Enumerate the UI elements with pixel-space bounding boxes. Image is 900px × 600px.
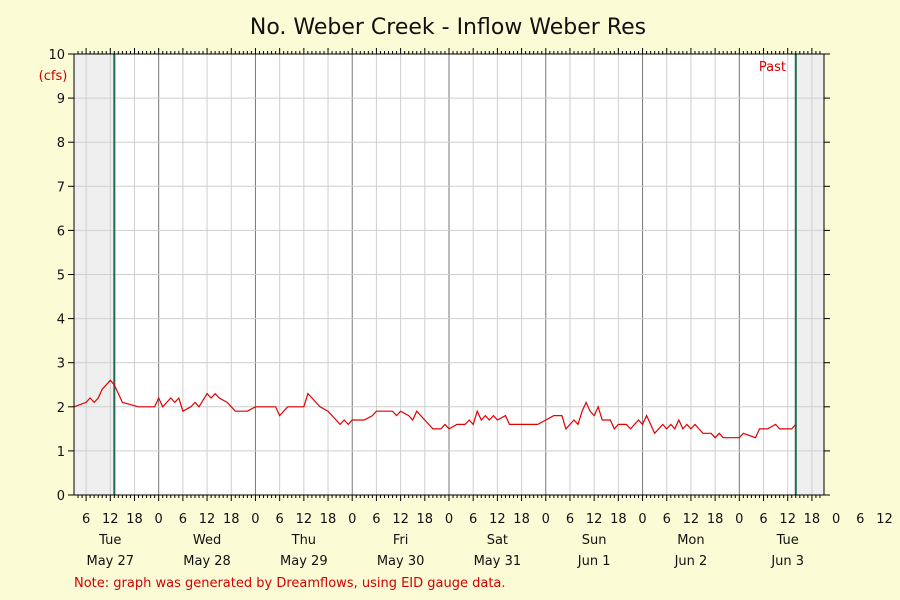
day-label-date: May 28: [183, 554, 231, 569]
x-tick-label: 12: [876, 512, 893, 527]
x-tick-label: 0: [155, 512, 163, 527]
y-tick-label: 1: [57, 445, 65, 460]
day-label-weekday: Tue: [776, 533, 799, 548]
x-tick-label: 6: [276, 512, 284, 527]
flow-series-line: [73, 379, 797, 439]
y-tick-label: 4: [57, 313, 65, 328]
x-tick-label: 18: [417, 512, 434, 527]
x-tick-label: 12: [779, 512, 796, 527]
x-tick-label: 0: [445, 512, 453, 527]
x-tick-label: 12: [199, 512, 216, 527]
x-tick-label: 18: [610, 512, 627, 527]
y-tick-label: 6: [57, 224, 65, 239]
x-tick-label: 6: [663, 512, 671, 527]
x-tick-label: 18: [320, 512, 337, 527]
x-tick-label: 6: [566, 512, 574, 527]
x-tick-label: 12: [586, 512, 603, 527]
x-tick-label: 12: [489, 512, 506, 527]
x-tick-label: 6: [82, 512, 90, 527]
x-tick-label: 0: [735, 512, 743, 527]
y-tick-label: 0: [57, 489, 65, 504]
x-tick-label: 0: [832, 512, 840, 527]
day-label-date: Jun 1: [577, 554, 611, 569]
x-tick-label: 0: [348, 512, 356, 527]
x-tick-label: 6: [179, 512, 187, 527]
day-label-weekday: Tue: [98, 533, 121, 548]
x-tick-label: 6: [759, 512, 767, 527]
x-tick-label: 6: [856, 512, 864, 527]
y-axis-unit: (cfs): [39, 69, 68, 84]
footnote: Note: graph was generated by Dreamflows,…: [74, 576, 506, 591]
day-label-date: May 27: [87, 554, 135, 569]
x-tick-label: 0: [251, 512, 259, 527]
day-label-date: May 30: [377, 554, 425, 569]
x-tick-label: 6: [469, 512, 477, 527]
y-tick-label: 9: [57, 92, 65, 107]
day-label-weekday: Sat: [487, 533, 508, 548]
past-marker-label: Past: [759, 60, 786, 75]
chart-title: No. Weber Creek - Inflow Weber Res: [250, 15, 646, 40]
day-label-date: May 29: [280, 554, 328, 569]
x-tick-label: 12: [296, 512, 313, 527]
y-tick-label: 3: [57, 357, 65, 372]
x-tick-label: 12: [392, 512, 409, 527]
x-tick-label: 18: [513, 512, 530, 527]
y-tick-label: 10: [48, 48, 65, 63]
day-label-weekday: Mon: [677, 533, 704, 548]
x-tick-label: 0: [638, 512, 646, 527]
day-label-date: Jun 2: [674, 554, 708, 569]
x-tick-label: 18: [707, 512, 724, 527]
day-label-weekday: Wed: [193, 533, 221, 548]
day-label-weekday: Fri: [393, 533, 409, 548]
x-tick-label: 18: [804, 512, 821, 527]
y-tick-label: 7: [57, 180, 65, 195]
day-label-weekday: Thu: [291, 533, 316, 548]
day-label-weekday: Sun: [582, 533, 607, 548]
day-label-date: May 31: [474, 554, 522, 569]
x-tick-label: 6: [372, 512, 380, 527]
y-tick-label: 2: [57, 401, 65, 416]
y-tick-label: 8: [57, 136, 65, 151]
day-label-date: Jun 3: [770, 554, 804, 569]
x-tick-label: 0: [542, 512, 550, 527]
x-tick-label: 18: [126, 512, 143, 527]
x-tick-label: 12: [102, 512, 119, 527]
x-tick-label: 12: [683, 512, 700, 527]
y-tick-label: 5: [57, 269, 65, 284]
x-tick-label: 18: [223, 512, 240, 527]
